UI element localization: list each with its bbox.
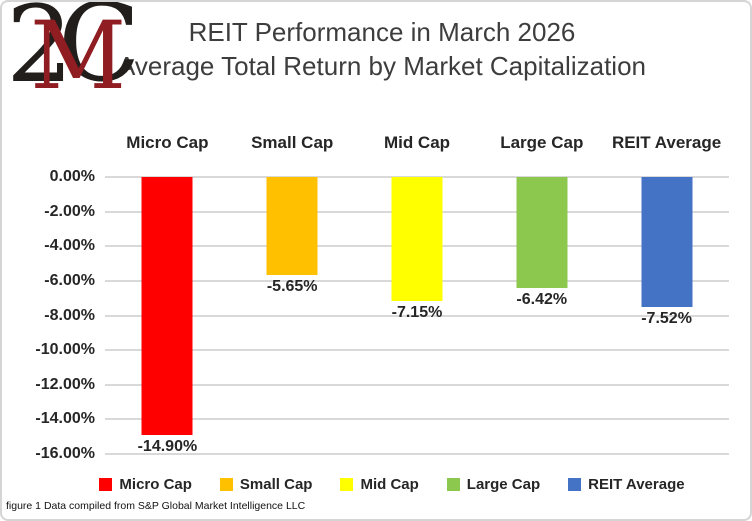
bar-column: -14.90% (105, 177, 230, 455)
value-label-small-cap: -5.65% (266, 277, 318, 295)
bar-column: -6.42% (479, 177, 604, 454)
gridline (105, 418, 729, 421)
legend-swatch-icon (340, 478, 354, 491)
legend-label: REIT Average (588, 476, 685, 493)
gridline (105, 349, 729, 352)
logo-letter-c: C (58, 0, 141, 106)
chart-title-line2: Average Total Return by Market Capitaliz… (118, 51, 646, 81)
legend-item-micro-cap: Micro Cap (99, 476, 192, 493)
legend: Micro Cap Small Cap Mid Cap Large Cap REIT A… (42, 476, 742, 493)
y-axis-tick-label: -4.00% (44, 237, 95, 255)
plot-area: -14.90% -5.65% -7.15% -6.42% -7.52% (105, 176, 729, 455)
chart-title: REIT Performance in March 2026 Average T… (10, 15, 750, 83)
y-axis: 0.00% -2.00% -4.00% -6.00% -8.00% -10.00% -12.… (2, 168, 95, 462)
figure-caption: figure 1 Data compiled from S&P Global M… (6, 500, 306, 512)
y-axis-tick-label: -8.00% (44, 306, 95, 324)
bar-large-cap (516, 177, 568, 289)
gridline (105, 314, 729, 317)
category-label-micro-cap: Micro Cap (126, 133, 209, 152)
logo-2mc: 2 C M (6, 2, 156, 117)
category-label-mid-cap: Mid Cap (383, 133, 451, 152)
value-label-reit-average: -7.52% (641, 310, 692, 328)
bar-columns: -14.90% -5.65% -7.15% -6.42% -7.52% (105, 177, 729, 455)
y-axis-tick-label: -14.00% (35, 410, 95, 428)
value-label-micro-cap: -14.90% (137, 437, 198, 455)
y-axis-tick-label: -6.00% (44, 271, 95, 289)
bar-micro-cap (141, 177, 193, 435)
legend-swatch-icon (219, 478, 233, 491)
logo-letter-m: M (30, 2, 127, 111)
category-label-large-cap: Large Cap (500, 133, 584, 152)
value-label-mid-cap: -7.15% (391, 303, 443, 321)
legend-label: Small Cap (239, 476, 313, 493)
legend-label: Micro Cap (119, 476, 192, 493)
bar-column: -7.15% (355, 177, 480, 454)
bar-column: -5.65% (230, 177, 355, 454)
legend-item-reit-average: REIT Average (568, 476, 685, 493)
y-axis-tick-label: -10.00% (35, 341, 95, 359)
category-labels-row: Micro Cap Small Cap Mid Cap Large Cap REIT A… (105, 133, 729, 153)
bar-small-cap (266, 177, 318, 275)
legend-item-mid-cap: Mid Cap (340, 476, 419, 493)
y-axis-tick-label: -12.00% (35, 375, 95, 393)
legend-swatch-icon (99, 478, 113, 491)
y-axis-tick-label: -2.00% (44, 202, 95, 220)
category-label-small-cap: Small Cap (251, 133, 334, 152)
bar-column: -7.52% (604, 177, 729, 454)
gridline (105, 453, 729, 455)
legend-swatch-icon (568, 478, 582, 491)
value-label-large-cap: -6.42% (516, 291, 568, 309)
legend-item-large-cap: Large Cap (446, 476, 541, 493)
y-axis-tick-label: 0.00% (49, 168, 95, 185)
chart-title-line1: REIT Performance in March 2026 (188, 17, 576, 47)
legend-swatch-icon (446, 478, 460, 491)
y-axis-tick-label: -16.00% (35, 445, 95, 462)
gridline (105, 383, 729, 386)
category-label-reit-average: REIT Average (611, 133, 722, 152)
legend-label: Mid Cap (360, 476, 419, 493)
bar-reit-average (641, 177, 693, 308)
logo-letter-2: 2 (6, 0, 74, 106)
bar-mid-cap (391, 177, 443, 301)
legend-label: Large Cap (466, 476, 541, 493)
legend-item-small-cap: Small Cap (219, 476, 313, 493)
